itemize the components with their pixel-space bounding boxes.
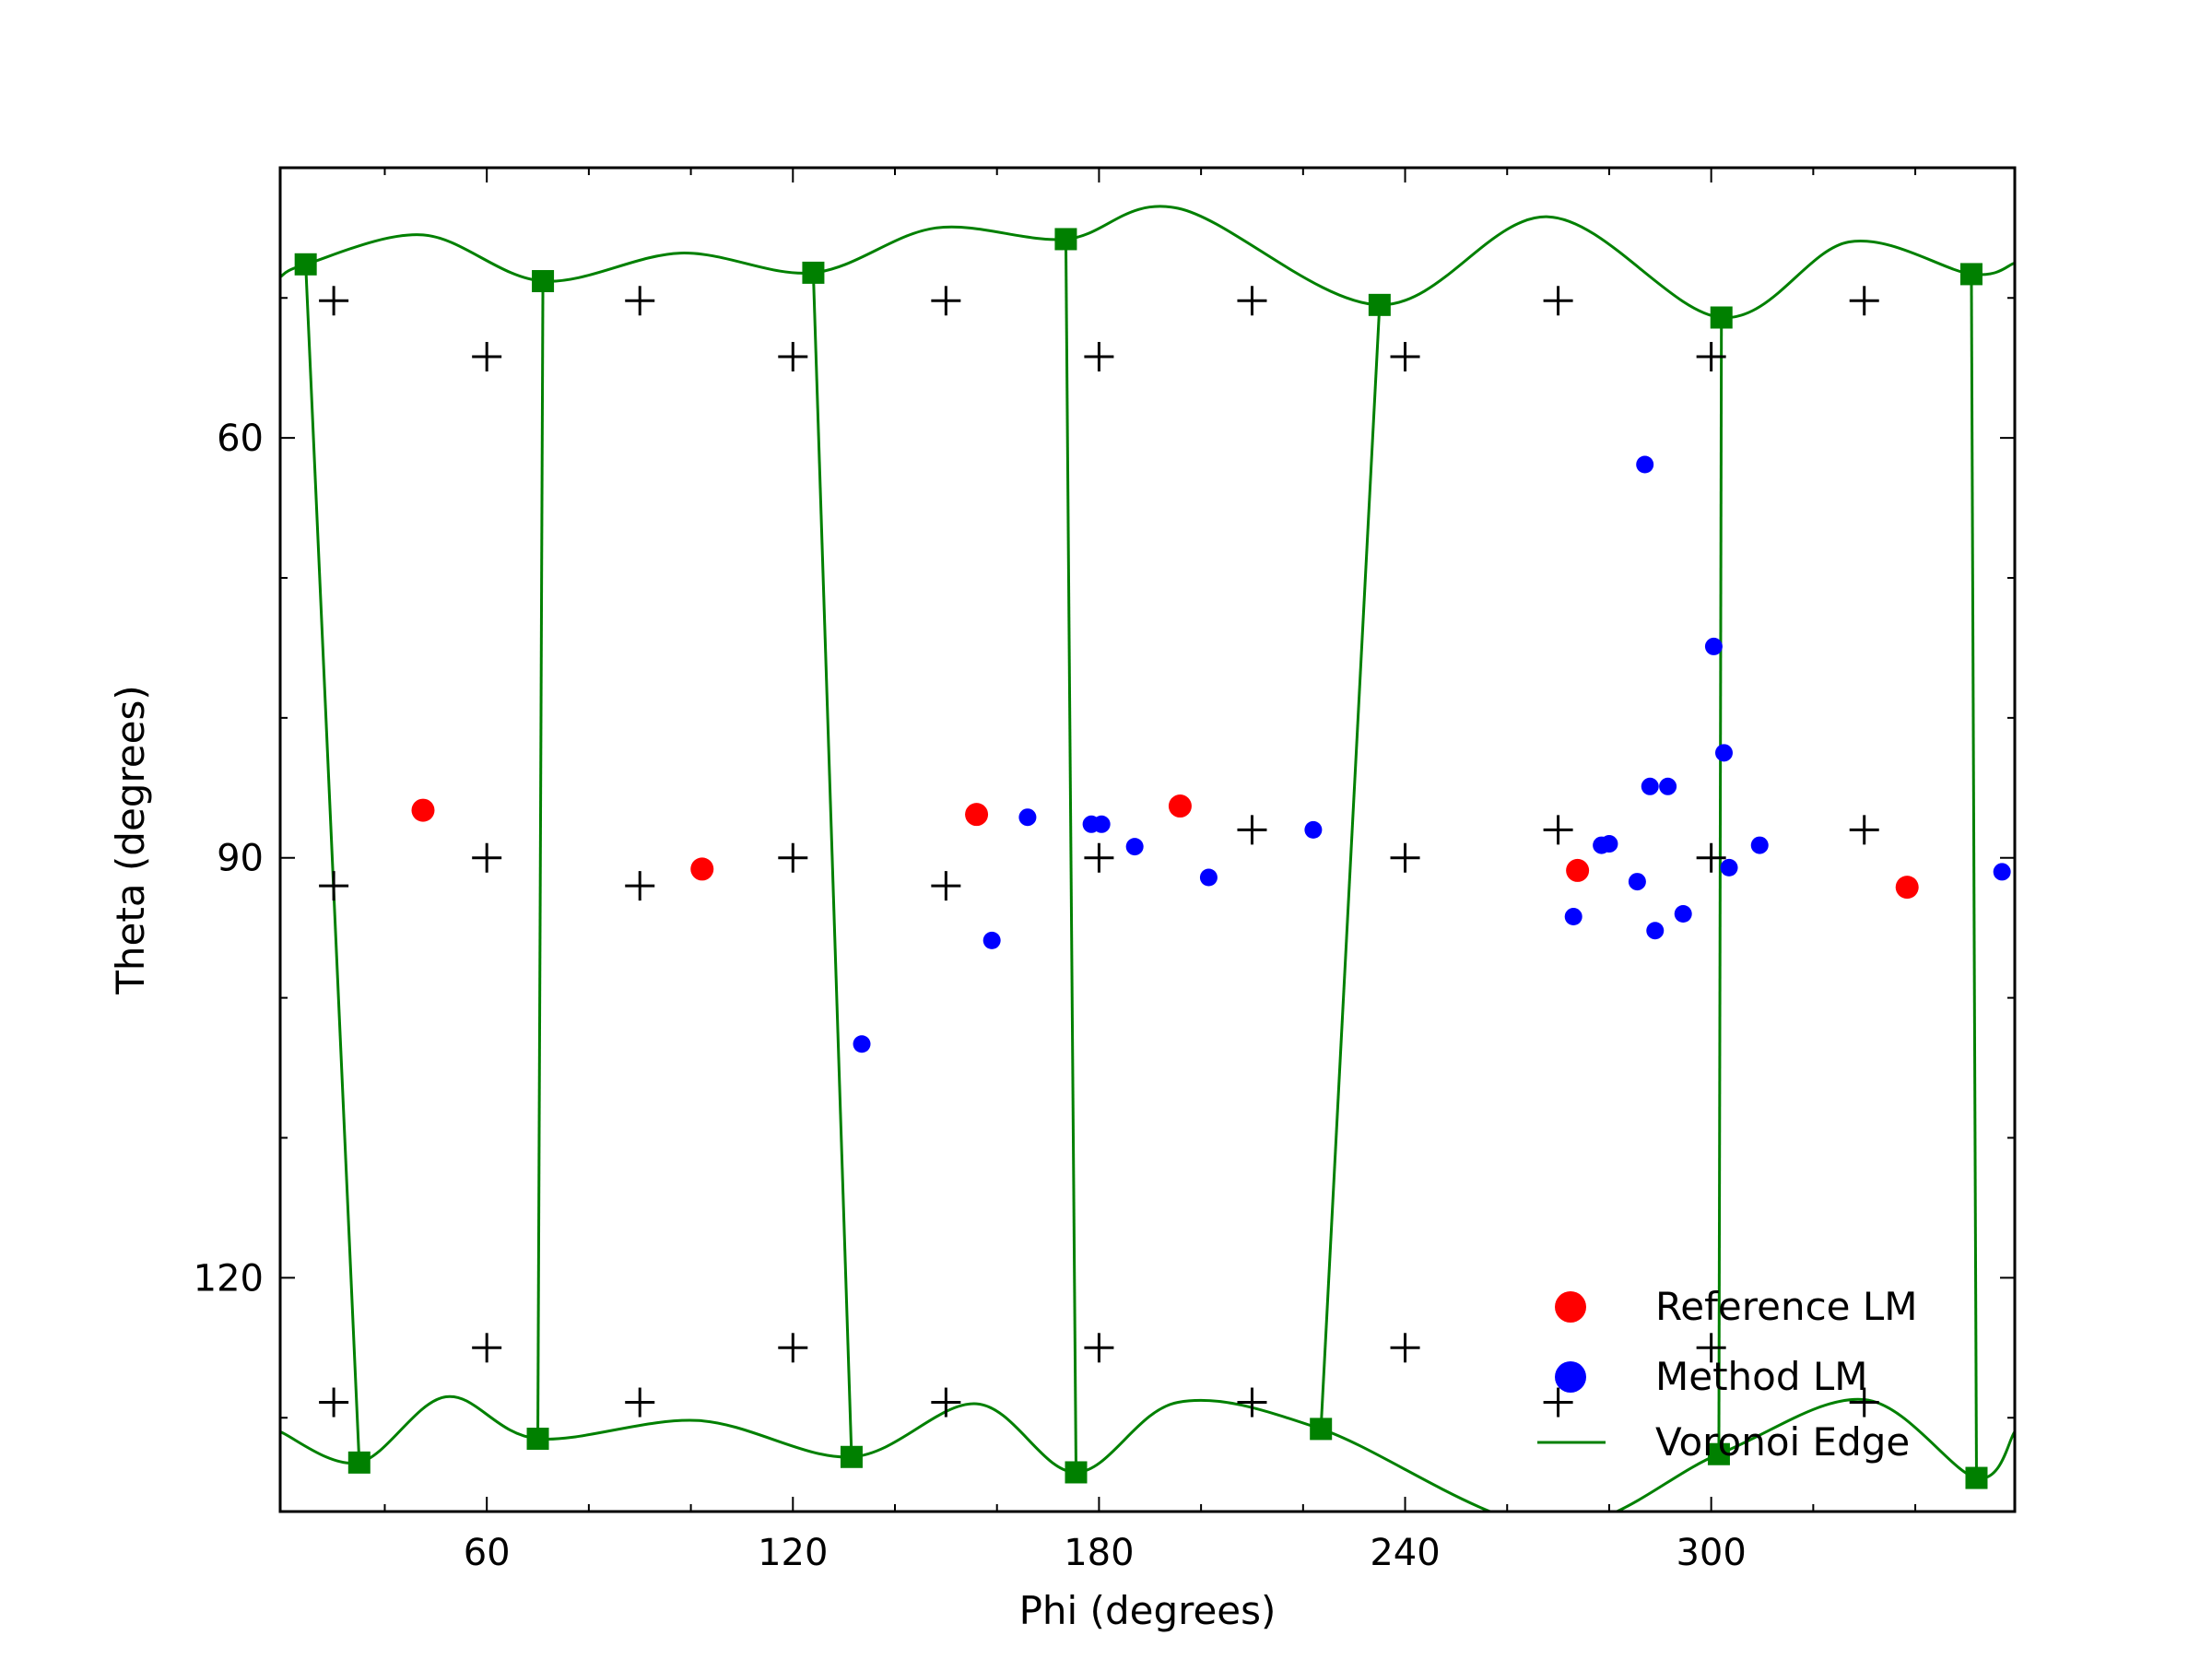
voronoi-vertex xyxy=(1965,1467,1987,1489)
x-tick-label: 240 xyxy=(1370,1532,1440,1574)
method-lm-point xyxy=(1629,873,1646,890)
voronoi-vertex xyxy=(348,1452,371,1474)
reference-lm-point xyxy=(965,803,988,826)
method-lm-point xyxy=(1659,778,1677,795)
method-lm-point xyxy=(1126,838,1144,855)
y-tick-label: 120 xyxy=(194,1257,264,1300)
voronoi-vertex xyxy=(1960,263,1983,285)
method-lm-point xyxy=(1751,837,1769,854)
voronoi-vertex xyxy=(295,253,317,276)
legend-label: Voronoi Edge xyxy=(1655,1419,1910,1465)
legend-label: Method LM xyxy=(1655,1354,1868,1399)
reference-lm-point xyxy=(411,799,434,822)
reference-lm-point xyxy=(690,857,713,880)
legend-marker xyxy=(1555,1361,1586,1393)
x-tick-label: 120 xyxy=(758,1532,828,1574)
method-lm-point xyxy=(1705,638,1723,655)
voronoi-vertex xyxy=(527,1428,549,1450)
method-lm-point xyxy=(1715,744,1733,761)
method-lm-point xyxy=(1565,908,1583,925)
method-lm-point xyxy=(1636,455,1653,473)
voronoi-vertex xyxy=(1711,307,1733,329)
y-tick-label: 90 xyxy=(217,838,264,880)
method-lm-point xyxy=(1018,808,1036,826)
x-tick-label: 60 xyxy=(464,1532,511,1574)
method-lm-point xyxy=(1304,821,1322,839)
reference-lm-point xyxy=(1169,794,1192,818)
method-lm-point xyxy=(1600,835,1618,853)
method-lm-point xyxy=(853,1035,871,1053)
x-tick-label: 300 xyxy=(1676,1532,1746,1574)
y-tick-label: 60 xyxy=(217,418,264,460)
method-lm-point xyxy=(1721,859,1738,877)
method-lm-point xyxy=(1093,816,1111,833)
reference-lm-point xyxy=(1896,876,1919,899)
voronoi-vertex xyxy=(802,262,824,284)
voronoi-vertex xyxy=(841,1446,863,1468)
x-tick-label: 180 xyxy=(1064,1532,1134,1574)
legend-marker xyxy=(1555,1291,1586,1323)
method-lm-point xyxy=(1646,922,1664,939)
legend-label: Reference LM xyxy=(1655,1284,1917,1329)
y-axis-label: Theta (degrees) xyxy=(108,685,153,995)
method-lm-point xyxy=(1675,905,1692,923)
x-axis-label: Phi (degrees) xyxy=(1019,1588,1277,1633)
voronoi-vertex xyxy=(1054,228,1077,250)
method-lm-point xyxy=(1200,869,1218,887)
voronoi-vertex xyxy=(1065,1461,1088,1483)
method-lm-point xyxy=(1641,778,1659,795)
method-lm-point xyxy=(1994,863,2011,880)
voronoi-vertex xyxy=(532,270,554,292)
reference-lm-point xyxy=(1566,859,1589,882)
voronoi-vertex xyxy=(1369,294,1391,316)
method-lm-point xyxy=(983,932,1001,949)
voronoi-vertex xyxy=(1310,1418,1332,1440)
